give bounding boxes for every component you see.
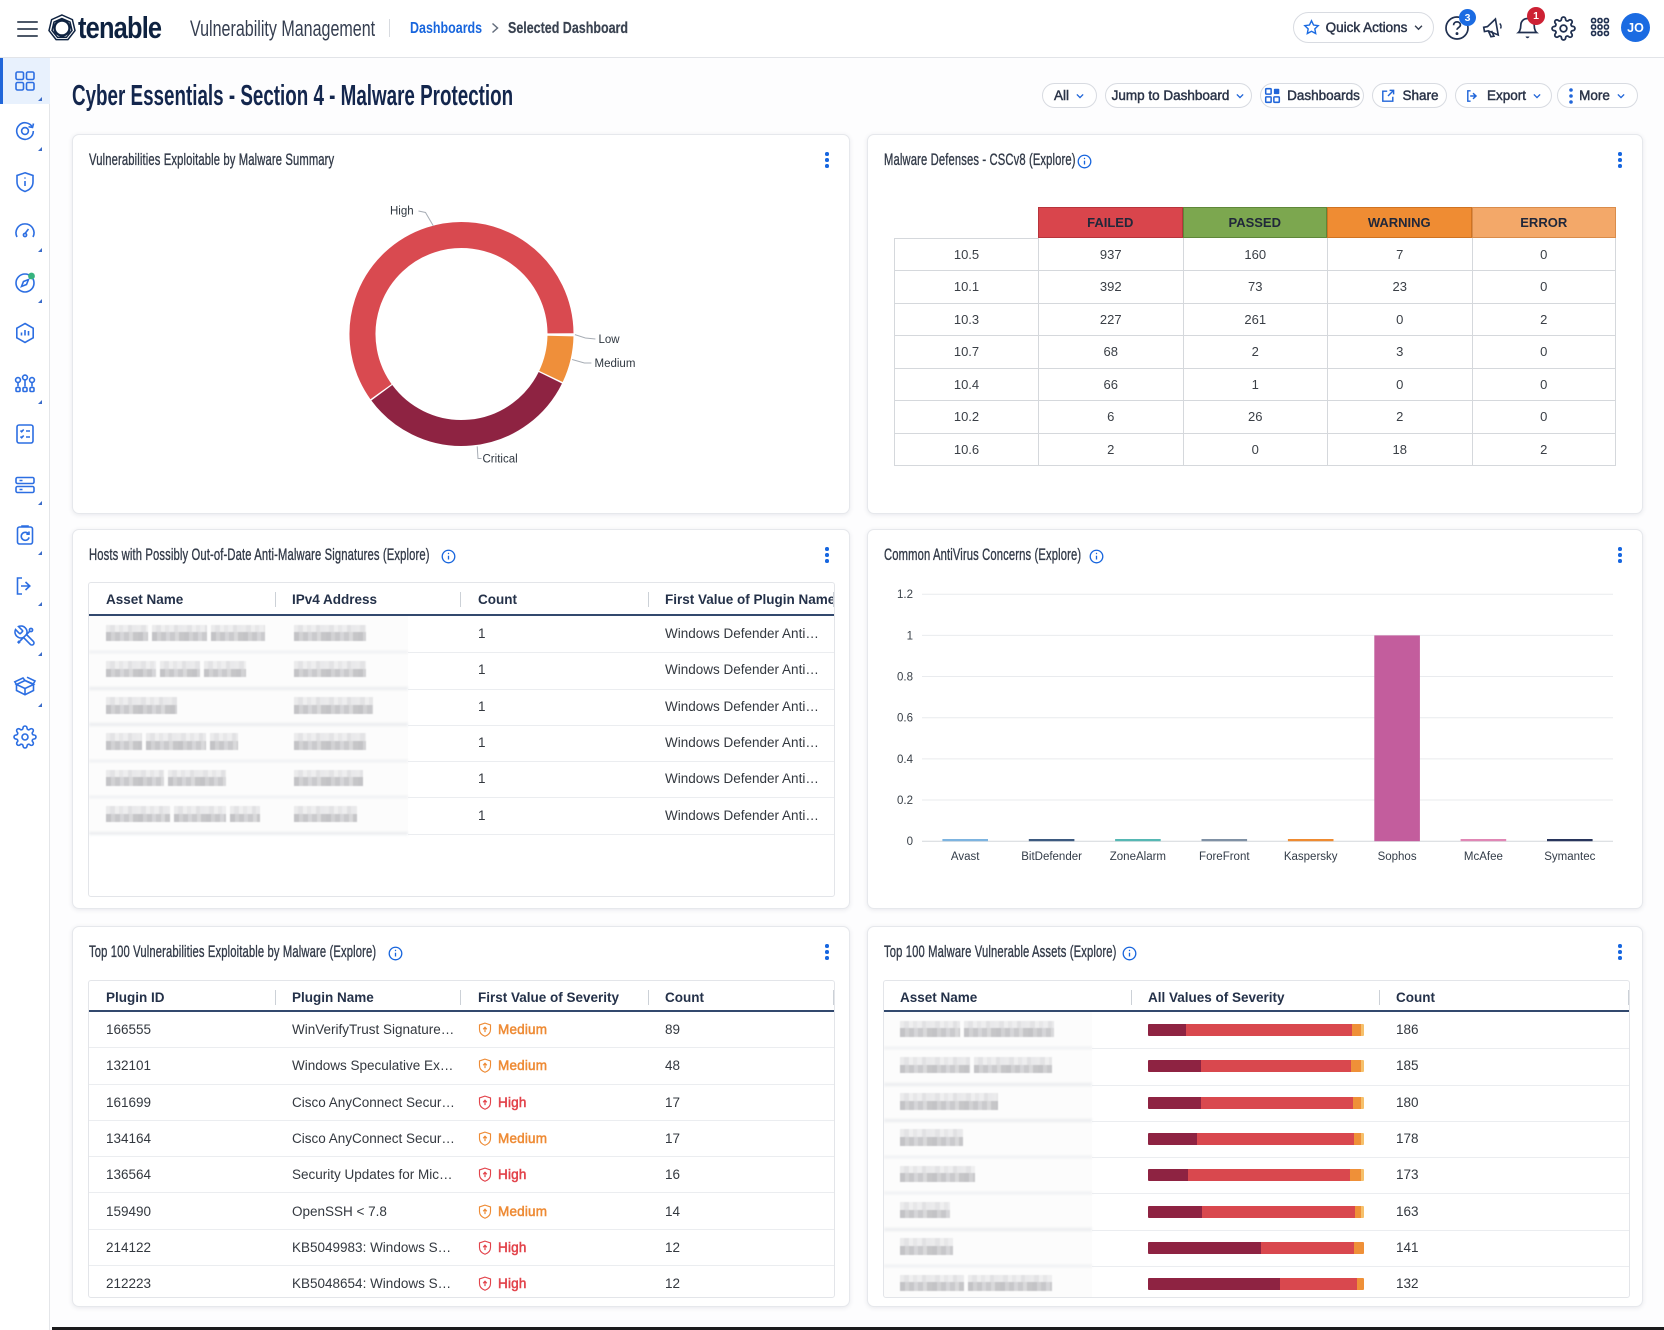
svg-text:High: High: [390, 206, 414, 218]
svg-text:Symantec: Symantec: [1544, 851, 1595, 863]
svg-text:Avast: Avast: [951, 851, 980, 863]
svg-text:ZoneAlarm: ZoneAlarm: [1110, 851, 1166, 863]
svg-text:1.2: 1.2: [897, 589, 913, 601]
svg-text:0: 0: [907, 836, 913, 848]
svg-text:McAfee: McAfee: [1464, 851, 1503, 863]
svg-text:ForeFront: ForeFront: [1199, 851, 1250, 863]
svg-text:0.8: 0.8: [897, 672, 913, 684]
svg-text:Kaspersky: Kaspersky: [1284, 851, 1338, 863]
svg-text:BitDefender: BitDefender: [1021, 851, 1082, 863]
svg-text:Critical: Critical: [483, 454, 518, 466]
svg-text:0.2: 0.2: [897, 795, 913, 807]
svg-text:1: 1: [907, 630, 913, 642]
svg-text:0.4: 0.4: [897, 754, 914, 766]
svg-text:0.6: 0.6: [897, 713, 913, 725]
svg-text:Low: Low: [599, 334, 621, 346]
svg-text:Medium: Medium: [595, 358, 636, 370]
svg-text:Sophos: Sophos: [1378, 851, 1417, 863]
